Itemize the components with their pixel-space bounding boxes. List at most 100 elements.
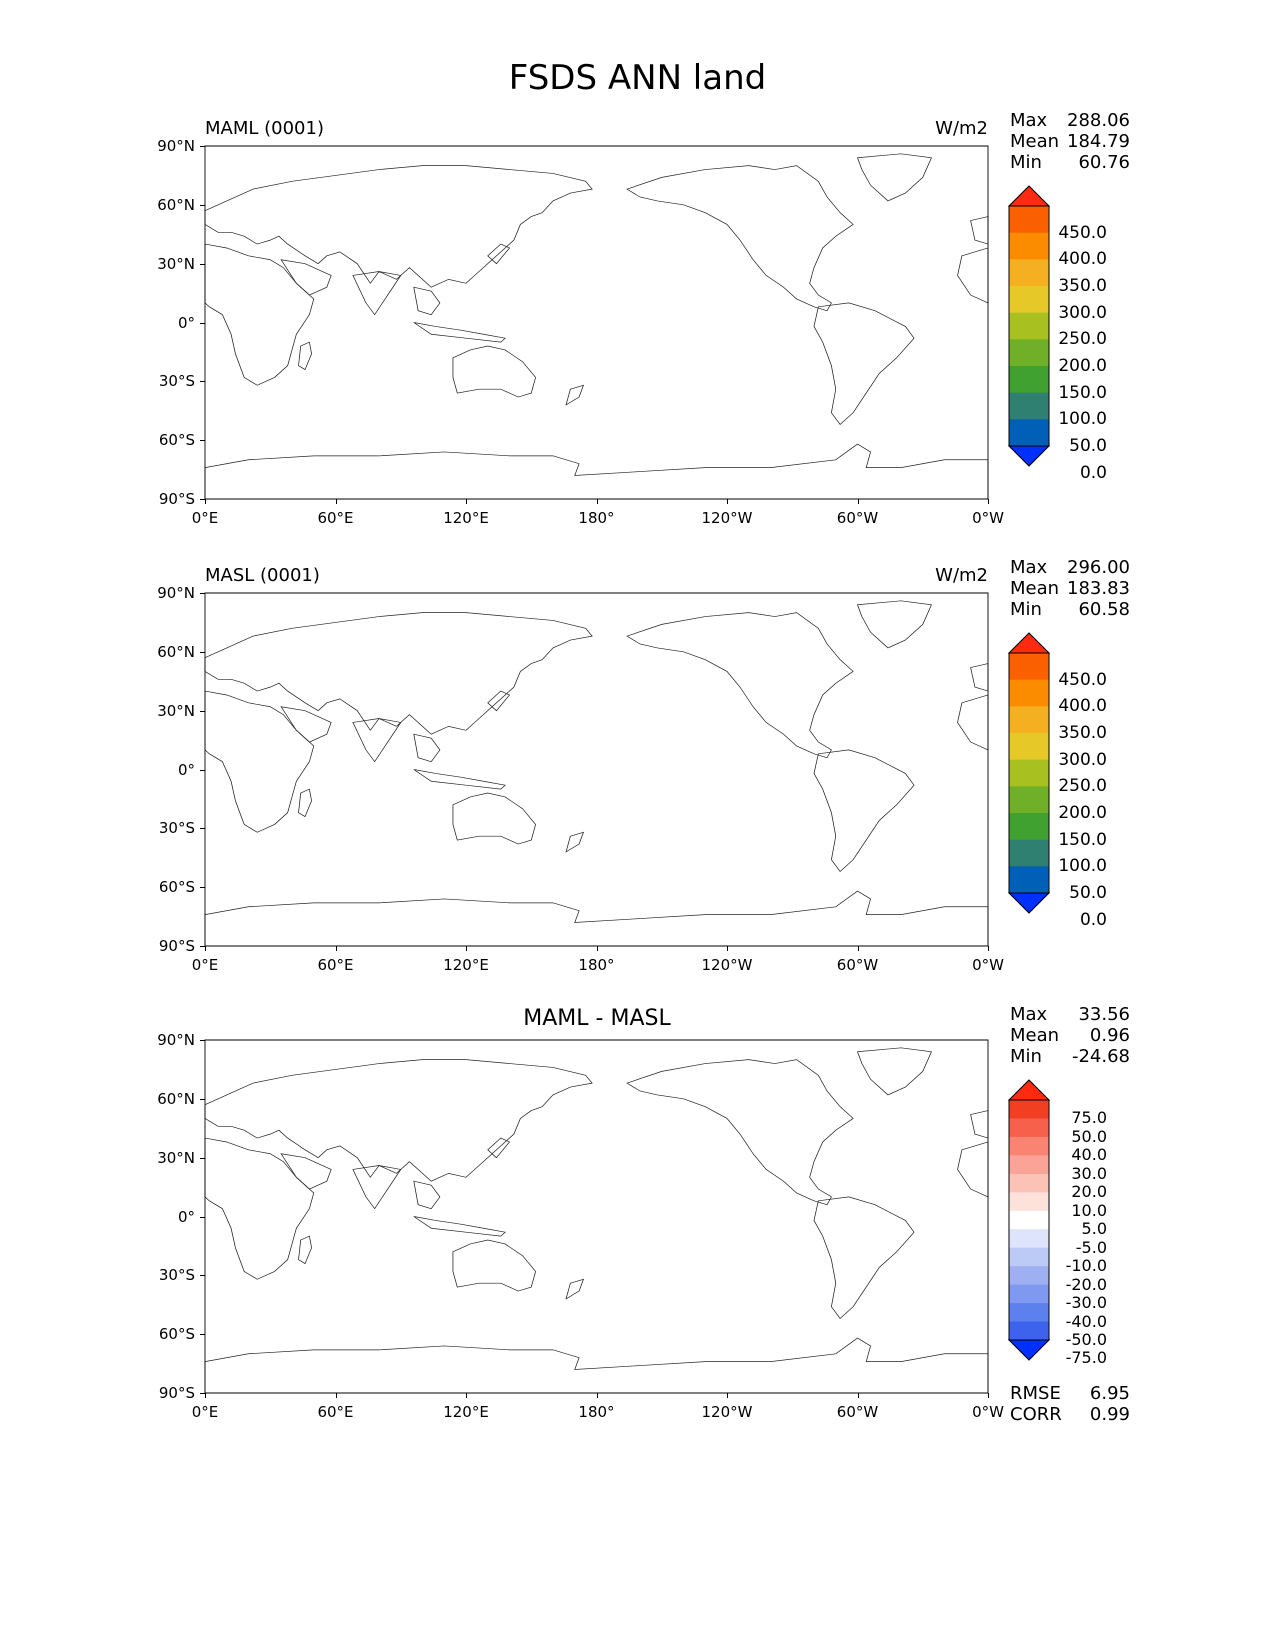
stat-max-label: Max — [1010, 110, 1048, 131]
colorbar-segment — [1009, 1229, 1049, 1249]
colorbar-tick-label: 100.0 — [1058, 856, 1107, 877]
lat-tick-label: 60°N — [157, 642, 195, 661]
colorbar-segment — [1009, 339, 1049, 367]
stat-row-min: Min -24.68 — [1010, 1046, 1130, 1067]
lat-tick-label: 60°N — [157, 195, 195, 214]
colorbar-segment — [1009, 1118, 1049, 1138]
stat-row-mean: Mean 0.96 — [1010, 1025, 1130, 1046]
lon-tick-label: 60°W — [836, 1403, 879, 1421]
map-panel-1 — [203, 593, 990, 948]
stat-mean-value: 183.83 — [1067, 578, 1130, 599]
lon-tick-label: 60°W — [836, 956, 879, 974]
colorbar-segment — [1009, 813, 1049, 841]
stat-row-min: Min 60.58 — [1010, 599, 1130, 620]
colorbar-segment — [1009, 392, 1049, 420]
stat-corr-value: 0.99 — [1089, 1404, 1130, 1425]
stat-mean-label: Mean — [1010, 131, 1060, 152]
colorbar-segment — [1009, 679, 1049, 707]
lat-tick-mark — [200, 1040, 205, 1041]
colorbar-segment — [1009, 1192, 1049, 1212]
lat-tick-label: 60°S — [158, 431, 195, 450]
colorbar-tick-label: 100.0 — [1058, 409, 1107, 430]
lon-tick-mark — [857, 946, 859, 951]
colorbar-tick-label: 250.0 — [1058, 776, 1107, 797]
colorbar-segment — [1009, 1155, 1049, 1175]
lon-tick-mark — [335, 1393, 337, 1398]
lat-tick-label: 90°S — [158, 937, 195, 955]
lon-tick-mark — [988, 946, 989, 951]
colorbar-segment — [1009, 1247, 1049, 1267]
lon-tick-label: 0°E — [191, 509, 219, 527]
colorbar-max-extend — [1007, 1079, 1051, 1101]
colorbar-tick-label: -20.0 — [1065, 1274, 1107, 1294]
stat-min-value: 60.76 — [1078, 152, 1130, 173]
lat-tick-mark — [200, 651, 205, 653]
stat-corr-label: CORR — [1010, 1404, 1062, 1425]
stat-rmse-value: 6.95 — [1089, 1383, 1130, 1404]
lat-tick-mark — [200, 204, 205, 206]
colorbar-tick-label: 150.0 — [1058, 382, 1107, 403]
lon-tick-label: 60°E — [317, 1403, 354, 1421]
lon-tick-label: 0°W — [972, 1403, 1004, 1421]
colorbar-segment — [1009, 312, 1049, 340]
colorbar-tick-label: 450.0 — [1058, 669, 1107, 690]
colorbar-segment — [1009, 232, 1049, 260]
lon-tick-mark — [466, 1393, 467, 1398]
colorbar-segment — [1009, 286, 1049, 314]
colorbar-tick-label: 20.0 — [1071, 1182, 1107, 1202]
stat-max-value: 288.06 — [1067, 110, 1130, 131]
lon-tick-mark — [466, 946, 467, 951]
lon-tick-mark — [727, 946, 728, 951]
map-panel-2 — [203, 1040, 990, 1395]
colorbar-tick-label: -50.0 — [1065, 1330, 1107, 1349]
colorbar-tick-label: 150.0 — [1058, 829, 1107, 850]
lat-tick-label: 60°S — [158, 878, 195, 897]
lon-tick-label: 0°W — [972, 509, 1004, 527]
lat-tick-label: 0° — [177, 1207, 195, 1226]
colorbar-tick-label: 10.0 — [1071, 1200, 1107, 1220]
lon-tick-mark — [205, 1393, 206, 1398]
colorbar-tick-label: -5.0 — [1075, 1237, 1107, 1257]
colorbar-tick-label: 5.0 — [1081, 1219, 1107, 1239]
lat-tick-mark — [200, 710, 205, 712]
stat-mean-value: 0.96 — [1089, 1025, 1130, 1046]
lat-tick-mark — [200, 146, 205, 147]
lat-tick-label: 0° — [177, 313, 195, 332]
colorbar-tick-label: 200.0 — [1058, 803, 1107, 823]
colorbar-segment — [1009, 1210, 1049, 1230]
colorbar-tick-label: 350.0 — [1058, 723, 1107, 743]
lat-tick-mark — [200, 1157, 205, 1159]
stat-min-label: Min — [1010, 152, 1042, 173]
colorbar-segment — [1009, 206, 1049, 234]
colorbar-segment — [1009, 1173, 1049, 1193]
lon-tick-label: 0°E — [191, 956, 219, 974]
stat-max-value: 296.00 — [1067, 557, 1130, 578]
lon-tick-label: 120°W — [701, 509, 753, 527]
lon-tick-mark — [466, 499, 467, 504]
stat-row-mean: Mean 184.79 — [1010, 131, 1130, 152]
lon-tick-label: 120°E — [443, 509, 489, 527]
lat-tick-label: 30°N — [157, 701, 195, 720]
colorbar-segment — [1009, 366, 1049, 394]
stat-row-mean: Mean 183.83 — [1010, 578, 1130, 599]
lat-tick-mark — [200, 769, 205, 771]
lat-tick-mark — [200, 499, 205, 500]
lat-tick-mark — [200, 828, 205, 830]
stat-mean-label: Mean — [1010, 578, 1060, 599]
lat-tick-label: 60°S — [158, 1325, 195, 1344]
lat-tick-label: 90°N — [157, 137, 195, 155]
colorbar-tick-label: -40.0 — [1065, 1311, 1107, 1331]
stat-row-rmse: RMSE 6.95 — [1010, 1383, 1130, 1404]
lat-tick-mark — [200, 1393, 205, 1394]
lon-tick-mark — [596, 499, 598, 504]
colorbar-segment — [1009, 653, 1049, 681]
colorbar-segment — [1009, 759, 1049, 787]
lon-tick-label: 180° — [578, 1403, 615, 1421]
lat-tick-mark — [200, 440, 205, 442]
lat-tick-label: 30°N — [157, 1148, 195, 1167]
stat-row-max: Max 33.56 — [1010, 1004, 1130, 1025]
colorbar-tick-label: 300.0 — [1058, 302, 1107, 323]
colorbar-tick-label: 0.0 — [1079, 909, 1107, 930]
lat-tick-mark — [200, 263, 205, 265]
colorbar-tick-label: 75.0 — [1071, 1108, 1107, 1128]
